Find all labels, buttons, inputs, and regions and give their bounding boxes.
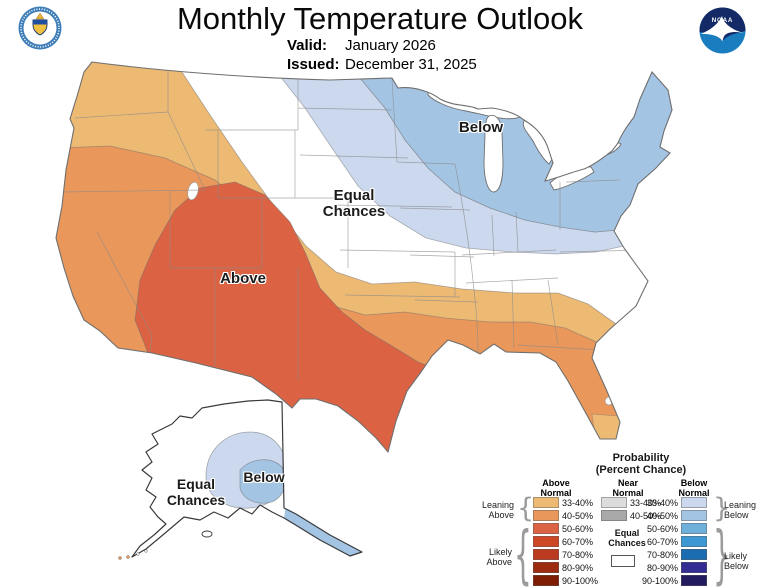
department-of-commerce-seal-icon — [18, 6, 62, 50]
legend-range-label: 60-70% — [646, 536, 678, 547]
legend-range-label: 40-50% — [630, 510, 662, 521]
legend-equal-chances-label: Equal Chances — [608, 528, 646, 548]
issued-value: December 31, 2025 — [345, 56, 477, 73]
legend-row: 70-80% — [533, 549, 598, 560]
bracket-brace-leaning-above: { — [517, 493, 535, 524]
legend-header-near-normal: Near Normal — [612, 478, 644, 498]
legend-title: Probability (Percent Chance) — [566, 452, 716, 476]
legend-row: 60-70% — [634, 536, 707, 547]
legend-row: 40-50% — [533, 510, 598, 521]
map-label-below: Below — [458, 119, 504, 136]
florida-tip-33-40-region — [591, 413, 631, 446]
legend-range-label: 33-40% — [630, 497, 662, 508]
legend-swatch — [601, 510, 627, 521]
legend-range-label: 50-60% — [646, 523, 678, 534]
noaa-logo-text: NOAA — [712, 17, 733, 24]
alaska-panhandle-shading — [284, 505, 362, 556]
legend-row: 40-50% — [634, 510, 707, 521]
legend-row: 33-40% — [634, 497, 707, 508]
bracket-brace-likely-above: { — [514, 517, 532, 587]
equal-chances-line1: Equal — [333, 187, 375, 204]
legend-swatch — [533, 497, 559, 508]
noaa-logo-icon: NOAA — [699, 7, 746, 54]
legend-row: 33-40% — [601, 497, 661, 508]
legend-title-line1: Probability — [612, 452, 670, 464]
map-label-equal-chances: Equal Chances — [323, 188, 386, 220]
legend-label-leaning-above: Leaning Above — [481, 500, 514, 520]
legend-range-label: 70-80% — [646, 549, 678, 560]
aleutian-islands — [118, 549, 148, 560]
legend-swatch — [681, 549, 707, 560]
legend-swatch — [533, 575, 559, 586]
legend-header-above-normal: Above Normal — [540, 478, 572, 498]
legend-row: 70-80% — [634, 549, 707, 560]
legend-swatch — [533, 536, 559, 547]
legend-header-below-normal: Below Normal — [678, 478, 710, 498]
legend-swatch — [601, 497, 627, 508]
legend-row: 60-70% — [533, 536, 598, 547]
legend-row: 33-40% — [533, 497, 598, 508]
legend-row: 80-90% — [533, 562, 598, 573]
legend-range-label: 33-40% — [562, 497, 594, 508]
kodiak-island — [201, 530, 213, 538]
legend-equal-chances-swatch — [611, 555, 635, 567]
valid-value: January 2026 — [345, 37, 436, 54]
legend-swatch — [681, 562, 707, 573]
legend-row: 40-50% — [601, 510, 661, 521]
legend-swatch — [533, 549, 559, 560]
bracket-brace-leaning-below: } — [713, 493, 731, 524]
legend-swatch — [533, 523, 559, 534]
legend-column-above: 33-40% 40-50% 50-60% 60-70% 70-80% 80-90… — [533, 497, 598, 587]
legend-range-label: 40-50% — [646, 510, 678, 521]
legend-swatch — [533, 510, 559, 521]
legend-title-line2: (Percent Chance) — [595, 464, 687, 476]
legend-row: 90-100% — [634, 575, 707, 586]
alaska-label-equal-chances: Equal Chances — [167, 476, 225, 508]
map-label-above: Above — [220, 270, 266, 287]
legend-swatch — [681, 536, 707, 547]
legend-range-label: 80-90% — [562, 562, 594, 573]
issued-label: Issued: — [287, 56, 340, 73]
legend-label-likely-above: Likely Above — [486, 547, 512, 567]
valid-line: Valid: January 2026 — [287, 36, 436, 55]
legend-swatch — [681, 523, 707, 534]
bracket-brace-likely-below: } — [713, 517, 731, 587]
legend-range-label: 90-100% — [562, 575, 599, 586]
legend-range-label: 90-100% — [641, 575, 678, 586]
legend-row: 50-60% — [634, 523, 707, 534]
lake-michigan — [483, 114, 504, 193]
legend-range-label: 70-80% — [562, 549, 594, 560]
legend-swatch — [533, 562, 559, 573]
state-boundaries — [59, 64, 649, 380]
alaska-equal-line1: Equal — [176, 476, 216, 492]
legend-row: 50-60% — [533, 523, 598, 534]
issued-line: Issued: December 31, 2025 — [287, 55, 477, 74]
equal-chances-line2: Chances — [322, 203, 386, 220]
page-title: Monthly Temperature Outlook — [176, 1, 584, 36]
alaska-label-below: Below — [243, 469, 285, 485]
great-salt-lake — [187, 181, 199, 201]
legend-label-leaning-below: Leaning Below — [724, 500, 757, 520]
legend-column-near: 33-40% 40-50% — [601, 497, 661, 523]
legend-column-below: 33-40% 40-50% 50-60% 60-70% 70-80% 80-90… — [634, 497, 707, 587]
legend-range-label: 60-70% — [562, 536, 594, 547]
legend-range-label: 50-60% — [562, 523, 594, 534]
legend-range-label: 40-50% — [562, 510, 594, 521]
legend-swatch — [681, 497, 707, 508]
legend-row: 90-100% — [533, 575, 598, 586]
legend-swatch — [681, 575, 707, 586]
alaska-equal-line2: Chances — [166, 492, 226, 508]
legend-range-label: 33-40% — [646, 497, 678, 508]
legend-range-label: 80-90% — [646, 562, 678, 573]
valid-label: Valid: — [287, 37, 328, 54]
legend-row: 80-90% — [634, 562, 707, 573]
legend-label-likely-below: Likely Below — [724, 551, 749, 571]
alaska-inset — [118, 399, 363, 560]
legend-swatch — [681, 510, 707, 521]
